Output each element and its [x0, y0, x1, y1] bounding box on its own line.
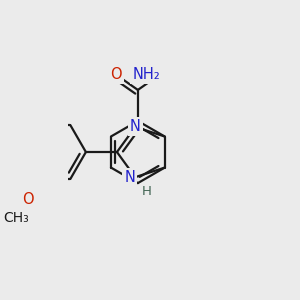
Text: NH₂: NH₂ [133, 67, 160, 82]
Text: CH₃: CH₃ [4, 212, 29, 226]
Text: N: N [124, 170, 135, 185]
Text: N: N [130, 119, 141, 134]
Text: O: O [22, 192, 34, 207]
Text: H: H [142, 185, 152, 198]
Text: O: O [110, 67, 122, 82]
